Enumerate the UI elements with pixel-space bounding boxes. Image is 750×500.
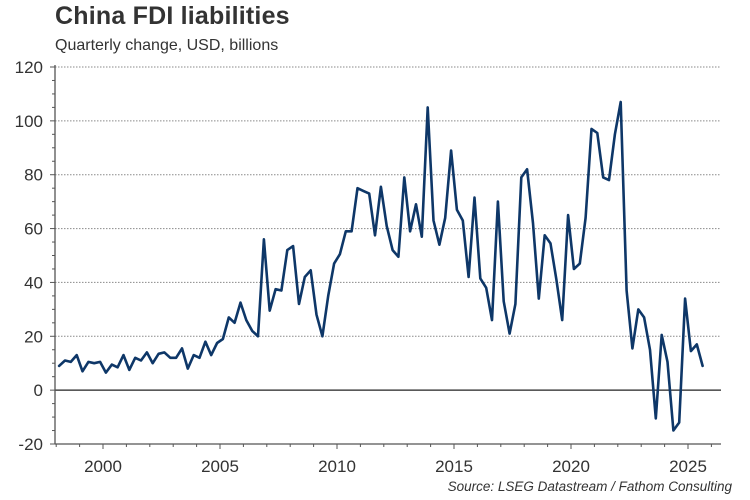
- x-tick-label: 2020: [552, 457, 590, 476]
- y-tick-label: 20: [24, 327, 43, 346]
- x-tick-label: 2015: [435, 457, 473, 476]
- x-tick-label: 2025: [669, 457, 707, 476]
- series-line: [57, 100, 704, 432]
- y-tick-label: 80: [24, 166, 43, 185]
- chart-title: China FDI liabilities: [55, 2, 290, 30]
- y-tick-label: 40: [24, 273, 43, 292]
- y-tick-label: 0: [34, 381, 43, 400]
- series-layer: [57, 100, 704, 432]
- y-tick-label: -20: [18, 435, 43, 454]
- x-tick-label: 2010: [318, 457, 356, 476]
- y-tick-label: 60: [24, 220, 43, 239]
- x-tick-label: 2005: [201, 457, 239, 476]
- chart-subtitle: Quarterly change, USD, billions: [55, 37, 279, 54]
- y-tick-label: 120: [15, 58, 43, 77]
- source-note: Source: LSEG Datastream / Fathom Consult…: [447, 479, 732, 494]
- x-tick-label: 2000: [84, 457, 122, 476]
- y-tick-label: 100: [15, 112, 43, 131]
- axes: [50, 65, 721, 449]
- tick-labels: -20 0 20 40 60 80 100 120 2000 2005 2010 2015 2020 20…: [15, 58, 707, 476]
